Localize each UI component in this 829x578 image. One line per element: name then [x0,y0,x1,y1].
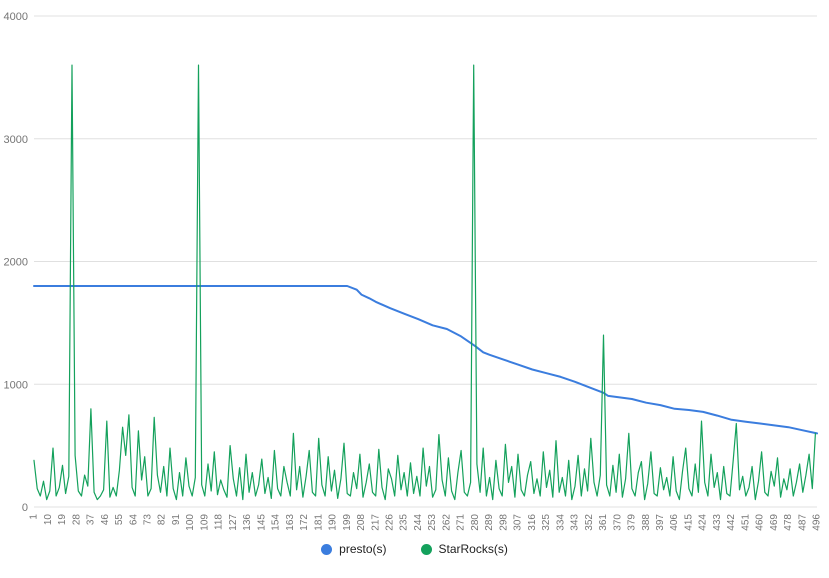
x-axis-label: 199 [342,514,353,531]
x-axis-label: 235 [399,514,410,531]
x-axis-label: 262 [442,514,453,531]
x-axis-label: 154 [271,514,282,531]
x-axis-label: 217 [370,514,381,531]
x-axis-label: 10 [43,514,54,526]
legend-item-presto[interactable]: presto(s) [321,542,387,556]
x-axis-label: 406 [669,514,680,531]
x-axis-label: 163 [285,514,296,531]
x-axis-label: 82 [157,514,168,526]
x-axis-label: 136 [242,514,253,531]
x-axis-label: 91 [171,514,182,526]
x-axis-label: 415 [684,514,695,531]
line-chart: 0 1000 2000 3000 4000 1 10 19 28 37 46 55 64 73 82 91 10… [0,11,829,556]
y-axis-label: 3000 [4,134,28,146]
x-axis-label: 73 [143,514,154,526]
x-axis-label: 469 [769,514,780,531]
x-axis-label: 433 [712,514,723,531]
x-axis-label: 64 [128,514,139,526]
x-axis-label: 478 [783,514,794,531]
x-axis-label: 451 [740,514,751,531]
x-axis-label: 361 [598,514,609,531]
x-axis-label: 28 [71,514,82,526]
x-axis-label: 100 [185,514,196,531]
y-axis-label: 2000 [4,257,28,269]
x-axis-label: 352 [584,514,595,531]
x-axis-label: 388 [641,514,652,531]
x-axis-label: 190 [328,514,339,531]
starrocks-series-swatch-icon [420,543,432,555]
x-axis-label: 325 [541,514,552,531]
x-axis-label: 127 [228,514,239,531]
x-axis-label: 424 [698,514,709,531]
x-axis-label: 244 [413,514,424,531]
chart-legend: presto(s) StarRocks(s) [0,542,829,556]
x-axis-label: 316 [527,514,538,531]
x-axis-label: 460 [755,514,766,531]
x-axis-label: 19 [57,514,68,526]
series-line-presto [33,285,818,435]
x-axis-label: 442 [726,514,737,531]
presto-series-swatch-icon [321,543,333,555]
x-axis-label: 271 [456,514,467,531]
x-axis-label: 172 [299,514,310,531]
x-axis-label: 181 [313,514,324,531]
x-axis-label: 370 [612,514,623,531]
x-axis-label: 298 [498,514,509,531]
y-axis-label: 1000 [4,379,28,391]
x-axis-label: 55 [114,514,125,526]
x-axis-label: 109 [199,514,210,531]
x-axis-label: 280 [470,514,481,531]
x-axis-label: 334 [555,514,566,531]
x-axis-label: 496 [812,514,823,531]
y-axis-label: 4000 [4,11,28,23]
series-line-starrocks [33,64,817,501]
x-axis-label: 397 [655,514,666,531]
x-axis-label: 37 [86,514,97,526]
y-axis-label: 0 [22,502,28,514]
x-axis-label: 46 [100,514,111,526]
x-axis-label: 307 [513,514,524,531]
x-axis-label: 226 [385,514,396,531]
legend-label-presto: presto(s) [339,542,387,556]
x-axis-label: 343 [570,514,581,531]
x-axis-label: 1 [29,514,40,520]
legend-label-starrocks: StarRocks(s) [438,542,508,556]
x-axis-label: 487 [797,514,808,531]
x-axis-label: 289 [484,514,495,531]
x-axis-label: 379 [627,514,638,531]
x-axis-label: 208 [356,514,367,531]
legend-item-starrocks[interactable]: StarRocks(s) [420,542,508,556]
x-axis-label: 145 [256,514,267,531]
x-axis-label: 253 [427,514,438,531]
x-axis-label: 118 [214,514,225,530]
